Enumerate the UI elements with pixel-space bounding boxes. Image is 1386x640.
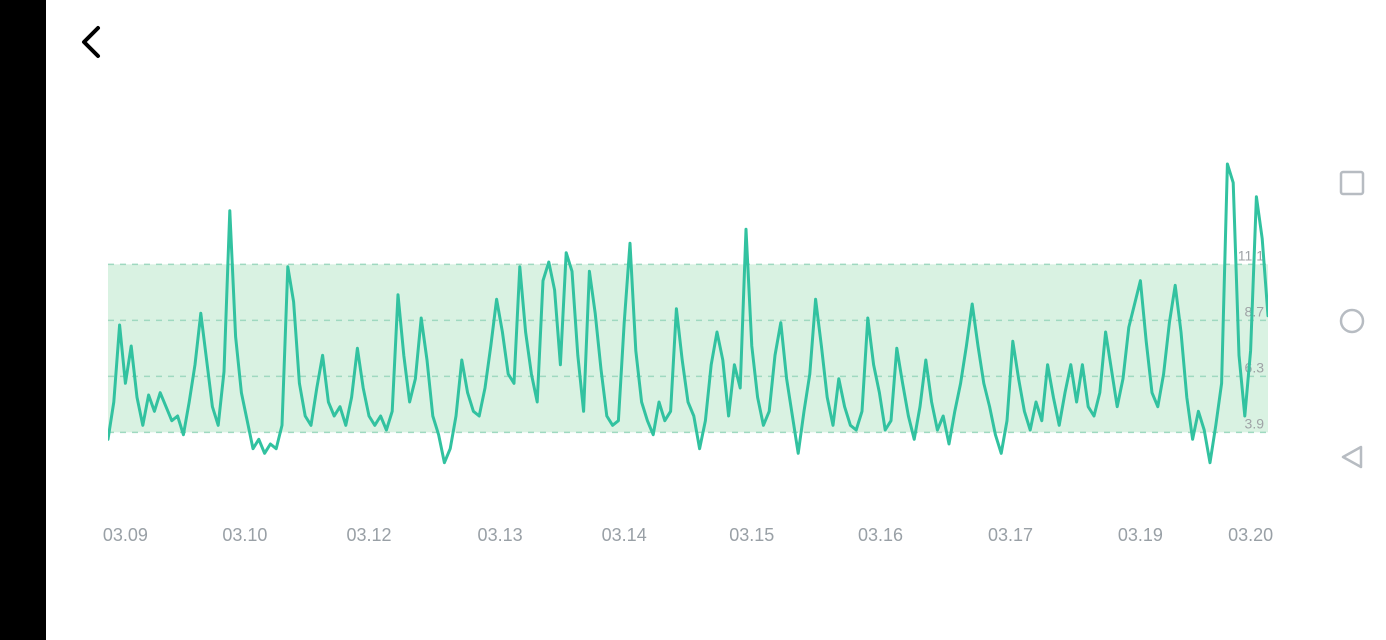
square-icon (1339, 170, 1365, 196)
x-tick-label: 03.13 (478, 525, 523, 546)
line-chart: 3.96.38.711.1 (108, 150, 1268, 500)
x-tick-label: 03.19 (1118, 525, 1163, 546)
x-tick-label: 03.17 (988, 525, 1033, 546)
circle-icon (1339, 308, 1365, 334)
nav-back-button[interactable] (1339, 444, 1365, 475)
x-tick-label: 03.15 (729, 525, 774, 546)
y-tick-label: 8.7 (1245, 303, 1265, 319)
x-tick-label: 03.09 (103, 525, 148, 546)
y-tick-label: 11.1 (1238, 247, 1264, 263)
y-tick-label: 3.9 (1245, 415, 1265, 431)
chart-area[interactable]: 3.96.38.711.1 (108, 150, 1268, 500)
x-tick-label: 03.20 (1228, 525, 1273, 546)
black-side-strip (0, 0, 46, 640)
x-tick-label: 03.16 (858, 525, 903, 546)
x-tick-label: 03.12 (346, 525, 391, 546)
chevron-left-icon (74, 24, 110, 60)
back-button[interactable] (74, 24, 110, 65)
triangle-left-icon (1339, 444, 1365, 470)
home-button[interactable] (1339, 308, 1365, 339)
x-tick-label: 03.10 (222, 525, 267, 546)
recents-button[interactable] (1339, 170, 1365, 201)
x-tick-label: 03.14 (602, 525, 647, 546)
